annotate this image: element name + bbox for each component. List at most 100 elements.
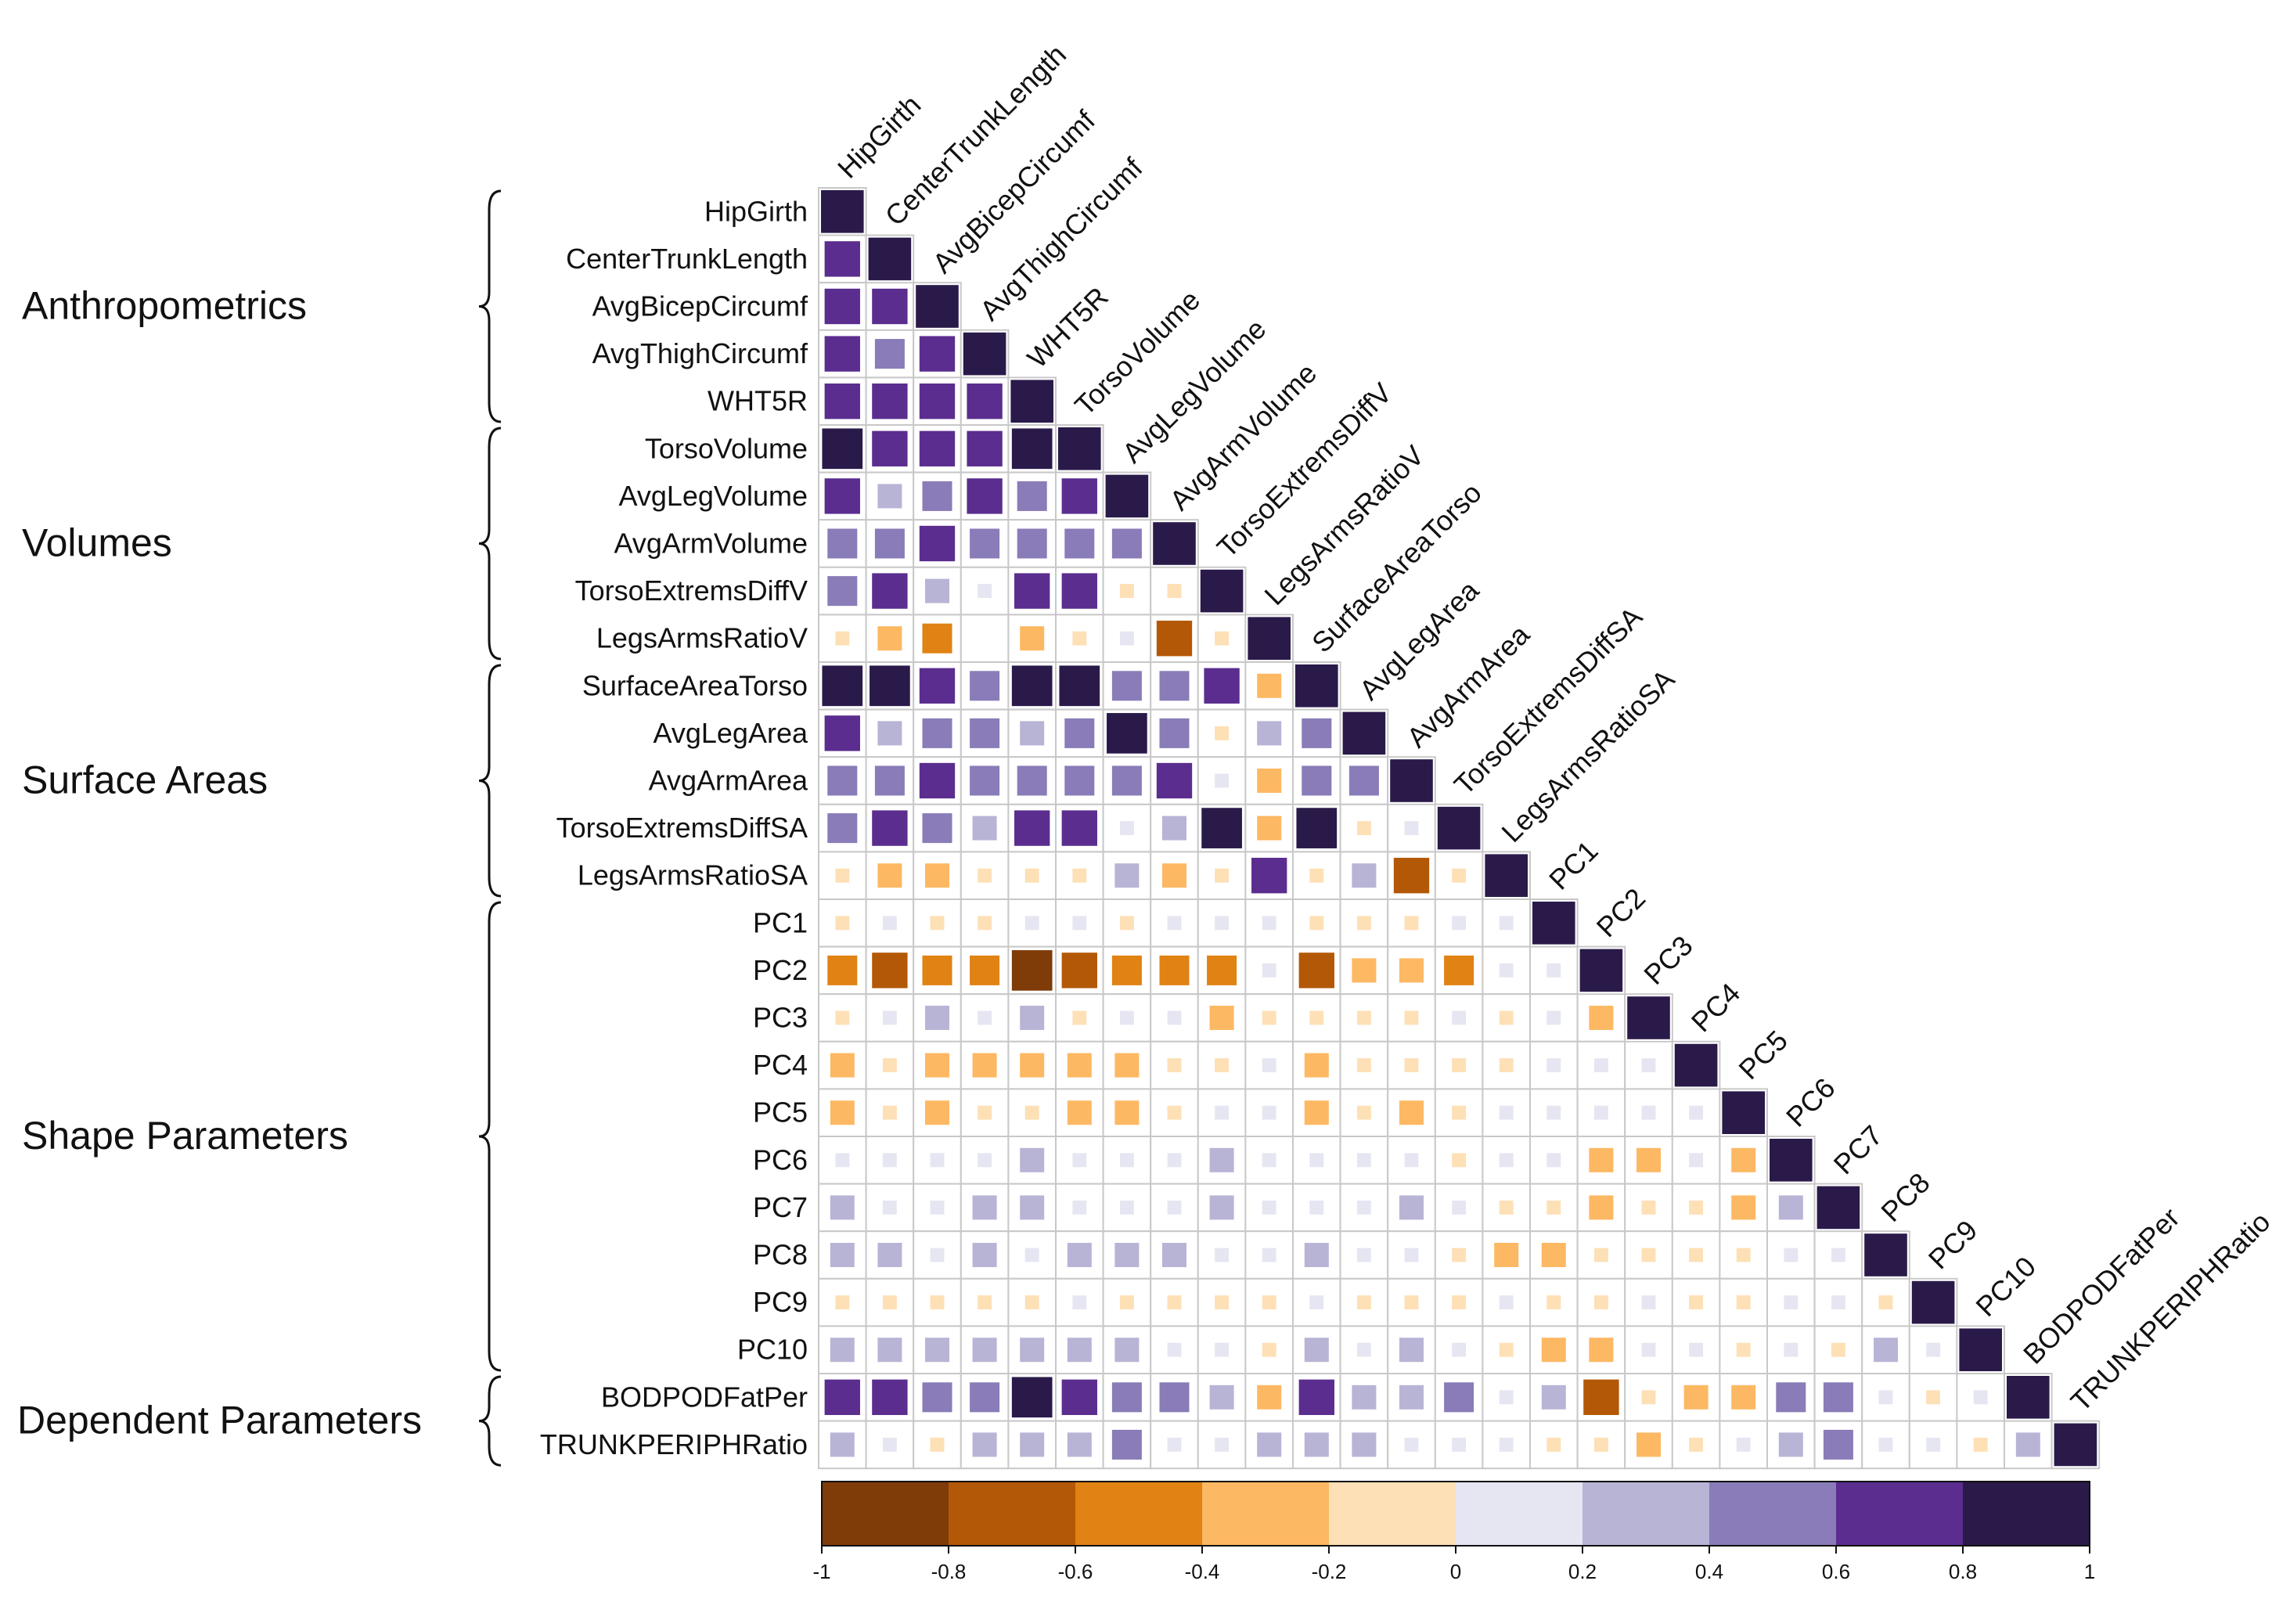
corr-cell-PC1-CenterTrunkLength [882, 916, 897, 931]
corr-cell-PC9-AvgThighCircumf [978, 1295, 992, 1310]
corr-cell-BODPODFatPer-PC2 [1582, 1377, 1621, 1417]
corr-cell-PC7-CenterTrunkLength [882, 1200, 897, 1215]
corr-cell-PC3-PC3 [1626, 995, 1672, 1041]
corr-cell-PC8-TorsoExtremsDiffSA [1452, 1248, 1467, 1262]
corr-cell-PC7-HipGirth [830, 1195, 855, 1220]
corr-cell-PC6-LegsArmsRatioV [1262, 1153, 1276, 1168]
corr-cell-AvgBicepCircumf-AvgBicepCircumf [914, 283, 960, 329]
colorbar-tick-label: 1 [2084, 1560, 2095, 1583]
colorbar-segment [1456, 1482, 1583, 1546]
corr-cell-PC5-AvgArmVolume [1167, 1105, 1182, 1120]
corr-cell-BODPODFatPer-AvgLegVolume [1110, 1381, 1143, 1414]
corr-cell-AvgThighCircumf-HipGirth [823, 334, 862, 373]
corr-cell-AvgLegArea-CenterTrunkLength [877, 721, 902, 746]
corr-cell-AvgArmArea-TorsoVolume [1063, 764, 1096, 798]
corr-cell-PC1-AvgLegVolume [1119, 916, 1134, 931]
corr-cell-TorsoExtremsDiffSA-TorsoVolume [1060, 808, 1099, 848]
corr-cell-PC9-TorsoExtremsDiffV [1215, 1295, 1230, 1310]
corr-cell-WHT5R-CenterTrunkLength [870, 382, 909, 421]
corr-cell-TRUNKPERIPHRatio-PC5 [1736, 1437, 1751, 1452]
corr-cell-TRUNKPERIPHRatio-PC1 [1546, 1437, 1561, 1452]
corr-cell-PC10-LegsArmsRatioV [1262, 1342, 1276, 1357]
corr-cell-TRUNKPERIPHRatio-PC7 [1821, 1428, 1855, 1461]
corr-cell-AvgLegVolume-WHT5R [1015, 479, 1049, 513]
colorbar-segment [1329, 1482, 1456, 1546]
group-bracket [478, 664, 502, 898]
corr-cell-SurfaceAreaTorso-LegsArmsRatioV [1257, 673, 1282, 698]
corr-cell-PC2-SurfaceAreaTorso [1297, 951, 1336, 990]
corr-cell-BODPODFatPer-PC8 [1878, 1390, 1893, 1405]
corr-cell-BODPODFatPer-HipGirth [823, 1377, 862, 1417]
corr-cell-PC9-PC9 [1910, 1279, 1957, 1326]
corr-cell-PC1-AvgArmArea [1404, 916, 1419, 931]
group-bracket [478, 901, 502, 1372]
corr-cell-PC2-AvgArmArea [1399, 958, 1424, 983]
corr-cell-PC1-TorsoVolume [1072, 916, 1087, 931]
colorbar-segment [822, 1482, 949, 1546]
corr-cell-PC10-PC9 [1926, 1342, 1941, 1357]
corr-cell-LegsArmsRatioSA-WHT5R [1024, 868, 1039, 883]
corr-cell-PC10-PC4 [1689, 1342, 1704, 1357]
corr-cell-PC10-PC7 [1831, 1342, 1845, 1357]
corr-cell-PC6-PC2 [1589, 1147, 1614, 1172]
corr-cell-TorsoExtremsDiffV-TorsoExtremsDiffV [1198, 567, 1245, 614]
corr-cell-AvgArmArea-AvgBicepCircumf [917, 761, 957, 801]
corr-cell-AvgLegVolume-HipGirth [823, 477, 862, 516]
corr-cell-PC6-AvgLegVolume [1119, 1153, 1134, 1168]
corr-cell-AvgLegArea-LegsArmsRatioV [1257, 721, 1282, 746]
row-labels: HipGirth CenterTrunkLength AvgBicepCircumf… [540, 195, 808, 1460]
corr-cell-PC10-SurfaceAreaTorso [1304, 1338, 1329, 1363]
corr-cell-SurfaceAreaTorso-SurfaceAreaTorso [1294, 663, 1340, 709]
column-label: TorsoExtremsDiffSA [1448, 600, 1648, 801]
corr-cell-TorsoExtremsDiffSA-TorsoExtremsDiffV [1200, 806, 1244, 850]
corr-cell-PC10-CenterTrunkLength [877, 1338, 902, 1363]
corr-cell-AvgLegVolume-AvgBicepCircumf [920, 479, 954, 513]
row-label: AvgThighCircumf [592, 337, 808, 369]
corr-cell-BODPODFatPer-LegsArmsRatioV [1257, 1385, 1282, 1410]
corr-cell-LegsArmsRatioSA-CenterTrunkLength [877, 863, 902, 888]
corr-cell-PC6-WHT5R [1020, 1147, 1045, 1172]
group-label: Dependent Parameters [17, 1399, 422, 1442]
corr-cell-TRUNKPERIPHRatio-AvgArmArea [1404, 1437, 1419, 1452]
row-label: PC10 [737, 1334, 808, 1366]
corr-cell-AvgBicepCircumf-HipGirth [823, 286, 862, 326]
corr-cell-TRUNKPERIPHRatio-TorsoExtremsDiffSA [1452, 1437, 1467, 1452]
group-label: Surface Areas [22, 758, 268, 802]
colorbar-tick-label: -0.2 [1312, 1560, 1347, 1583]
corr-cell-AvgLegArea-AvgThighCircumf [968, 716, 1002, 750]
corr-cell-PC10-AvgArmArea [1399, 1338, 1424, 1363]
corr-cell-LegsArmsRatioV-WHT5R [1020, 626, 1045, 651]
corr-cell-AvgLegArea-TorsoVolume [1063, 716, 1096, 750]
corr-cell-TorsoExtremsDiffV-TorsoVolume [1060, 571, 1099, 610]
group-brackets: Anthropometrics Volumes Surface Areas Shape… [17, 189, 502, 1467]
corr-cell-PC9-LegsArmsRatioSA [1499, 1295, 1514, 1310]
corr-cell-PC1-AvgThighCircumf [978, 916, 992, 931]
corr-cell-AvgThighCircumf-AvgBicepCircumf [917, 334, 957, 373]
corr-cell-BODPODFatPer-SurfaceAreaTorso [1297, 1377, 1336, 1417]
corr-cell-PC7-WHT5R [1020, 1195, 1045, 1220]
corr-cell-PC3-LegsArmsRatioV [1262, 1010, 1276, 1025]
corr-cell-PC8-AvgLegArea [1356, 1248, 1371, 1262]
corr-cell-SurfaceAreaTorso-AvgBicepCircumf [917, 666, 957, 705]
colorbar-tick-label: 0.4 [1695, 1560, 1723, 1583]
corr-cell-PC10-PC5 [1736, 1342, 1751, 1357]
corr-cell-TorsoVolume-WHT5R [1010, 427, 1054, 471]
corr-cell-BODPODFatPer-PC4 [1683, 1385, 1708, 1410]
colorbar-tick-label: 0 [1450, 1560, 1461, 1583]
corr-cell-PC1-LegsArmsRatioV [1262, 916, 1276, 931]
row-label: AvgBicepCircumf [592, 290, 808, 322]
corr-cell-PC6-TorsoVolume [1072, 1153, 1087, 1168]
row-label: WHT5R [708, 385, 808, 417]
corr-cell-PC10-PC8 [1873, 1338, 1899, 1363]
corr-cell-PC10-LegsArmsRatioSA [1499, 1342, 1514, 1357]
corr-cell-PC10-PC6 [1784, 1342, 1799, 1357]
corr-cell-TRUNKPERIPHRatio-PC4 [1689, 1437, 1704, 1452]
corr-cell-PC3-WHT5R [1020, 1005, 1045, 1031]
corr-cell-PC9-TorsoExtremsDiffSA [1452, 1295, 1467, 1310]
corr-cell-TRUNKPERIPHRatio-AvgBicepCircumf [930, 1437, 945, 1452]
corr-cell-PC4-PC2 [1593, 1058, 1608, 1073]
corr-cell-PC8-PC8 [1863, 1232, 1909, 1278]
column-label: PC5 [1732, 1024, 1794, 1086]
corr-cell-LegsArmsRatioV-HipGirth [835, 631, 850, 646]
row-label: TorsoVolume [645, 432, 808, 464]
